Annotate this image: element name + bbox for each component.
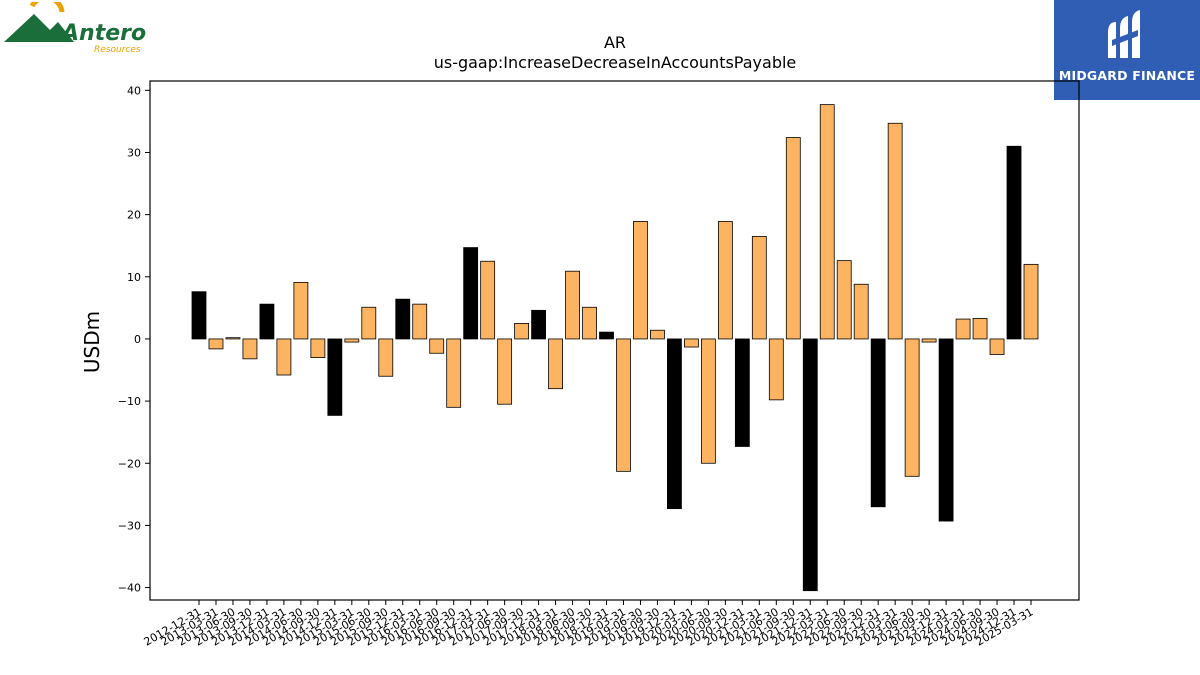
y-tick-label: 40	[127, 84, 141, 97]
bar-2012-12-31	[191, 291, 207, 340]
bar-2018-09-30	[582, 306, 597, 340]
bar-2014-06-30	[293, 281, 309, 340]
bar-2017-06-30	[497, 338, 513, 405]
y-tick-label: −40	[118, 582, 141, 595]
bar-2022-06-30	[836, 260, 852, 340]
antero-tagline: Resources	[94, 45, 141, 54]
bar-2024-09-30	[989, 338, 1005, 355]
bar-2014-03-31	[276, 338, 292, 376]
bar-2017-03-31	[480, 260, 496, 340]
bar-2021-03-31	[751, 235, 767, 340]
bar-2017-09-30	[514, 323, 530, 340]
bar-2018-12-31	[599, 331, 614, 340]
bar-2025-03-31	[1023, 263, 1039, 340]
plot-frame	[149, 80, 1080, 601]
chart-subtitle: us-gaap:IncreaseDecreaseInAccountsPayabl…	[434, 53, 797, 72]
antero-wordmark: Antero	[60, 21, 146, 46]
bar-2022-12-31	[870, 338, 886, 508]
bar-series	[191, 104, 1039, 592]
bar-2023-03-31	[887, 122, 903, 340]
bar-2023-06-30	[904, 338, 920, 477]
bar-2023-12-31	[938, 338, 954, 522]
bar-2020-06-30	[700, 338, 716, 464]
bar-2018-06-30	[565, 270, 580, 340]
midgard-wordmark: MIDGARD FINANCE	[1058, 68, 1196, 83]
bar-2024-12-31	[1006, 145, 1022, 340]
y-tick-label: −10	[118, 395, 141, 408]
y-tick-label: 20	[127, 209, 141, 222]
bar-2013-06-30	[225, 337, 241, 340]
bar-2022-09-30	[853, 283, 869, 340]
chart-title: AR	[604, 33, 626, 52]
antero-resources-logo: Antero Resources	[4, 0, 154, 55]
bar-2019-06-30	[633, 221, 648, 340]
bar-2024-03-31	[955, 318, 971, 340]
bar-2016-09-30	[446, 338, 462, 408]
bar-2013-09-30	[242, 338, 258, 360]
bar-2014-12-31	[327, 338, 343, 416]
sun-arc-icon	[29, 0, 65, 13]
bar-2024-06-30	[972, 318, 988, 340]
bar-2014-09-30	[310, 338, 326, 359]
midgard-mark-icon	[1108, 10, 1140, 58]
bar-2019-09-30	[650, 329, 665, 340]
y-axis-label: USDm	[80, 311, 104, 373]
bar-2015-06-30	[361, 306, 377, 340]
x-axis-ticks: 2012-12-312013-03-312013-06-302013-09-30…	[142, 600, 1036, 649]
bar-2023-09-30	[921, 338, 937, 343]
bar-2018-03-31	[548, 338, 563, 390]
midgard-finance-logo: MIDGARD FINANCE	[1054, 0, 1200, 100]
y-tick-label: −30	[118, 519, 141, 532]
bar-2022-03-31	[819, 104, 835, 340]
bar-2019-03-31	[616, 338, 631, 472]
y-tick-label: 30	[127, 146, 141, 159]
bar-2016-03-31	[412, 303, 428, 340]
bar-2017-12-31	[531, 309, 546, 340]
bar-2019-12-31	[667, 338, 682, 510]
bar-2020-12-31	[734, 338, 750, 447]
bar-2013-12-31	[259, 303, 275, 340]
mountain-icon	[4, 14, 74, 42]
bar-2015-12-31	[395, 298, 411, 340]
y-axis-ticks: −40 −30 −20 −10 0 10 20 30 40	[118, 84, 150, 595]
bar-2021-09-30	[785, 137, 801, 340]
bar-2015-09-30	[378, 338, 394, 377]
bar-2021-06-30	[768, 338, 784, 401]
y-tick-label: 10	[127, 271, 141, 284]
bar-2016-12-31	[463, 247, 479, 340]
bar-2013-03-31	[208, 338, 224, 350]
bar-2020-09-30	[717, 221, 733, 340]
bar-2021-12-31	[802, 338, 818, 592]
bar-2016-06-30	[429, 338, 445, 354]
y-tick-label: −20	[118, 457, 141, 470]
bar-2020-03-31	[684, 338, 699, 348]
bar-2015-03-31	[344, 338, 360, 343]
y-tick-label: 0	[134, 333, 141, 346]
